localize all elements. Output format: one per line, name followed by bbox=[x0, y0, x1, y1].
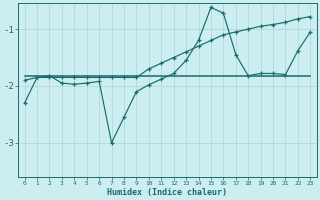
X-axis label: Humidex (Indice chaleur): Humidex (Indice chaleur) bbox=[108, 188, 228, 197]
